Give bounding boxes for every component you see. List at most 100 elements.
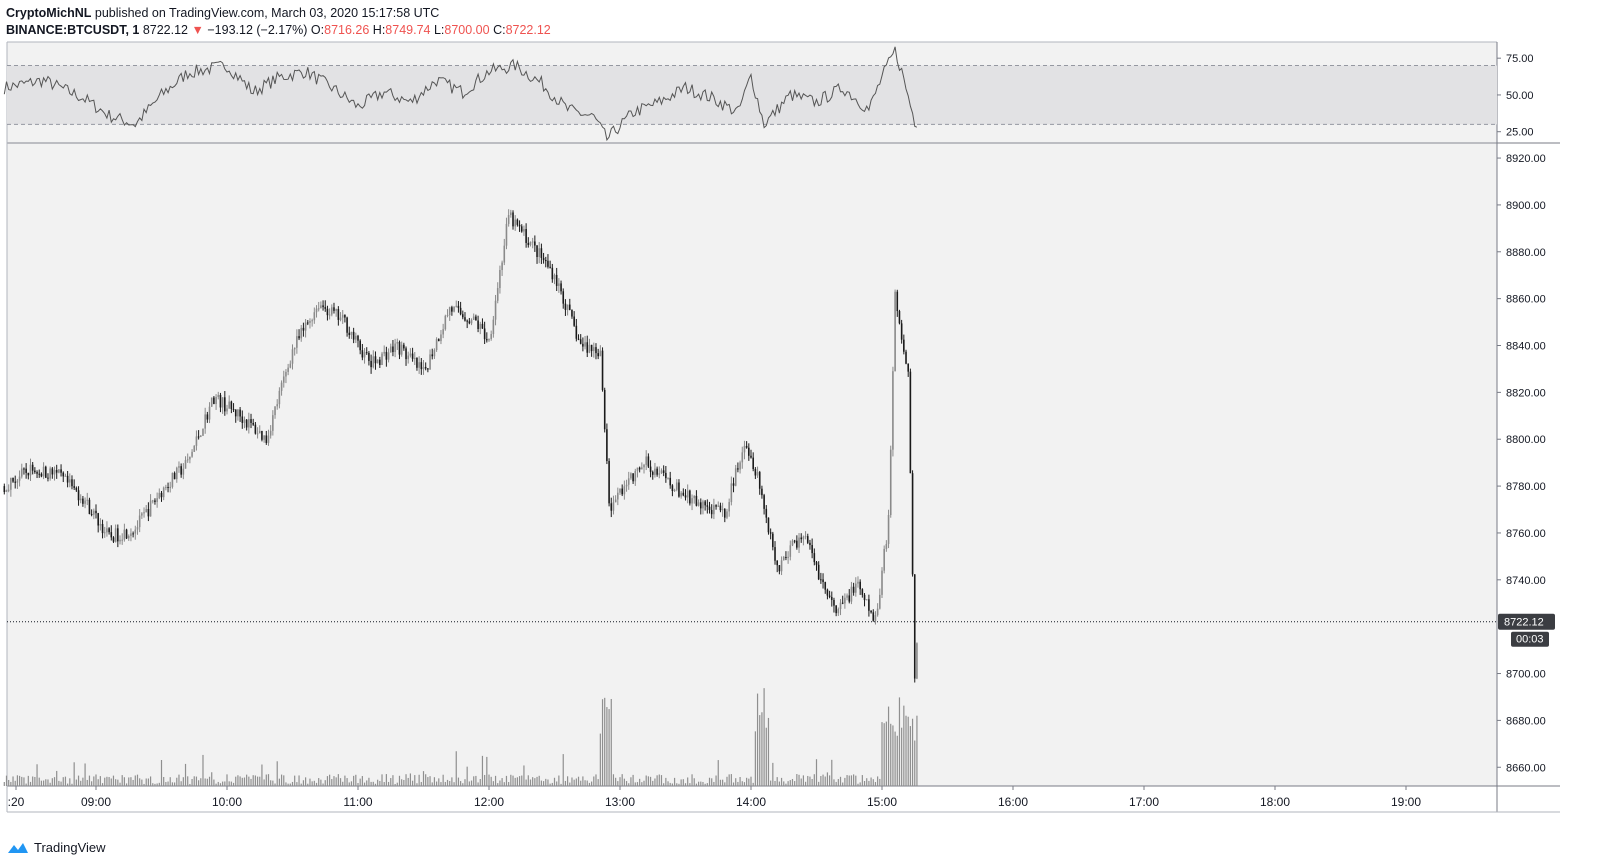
volume-bar <box>300 783 302 786</box>
tradingview-logo[interactable]: TradingView <box>6 840 106 855</box>
low-value: 8700.00 <box>444 23 490 37</box>
rsi-band <box>7 65 1497 125</box>
volume-bar <box>248 776 250 786</box>
volume-bar <box>549 783 551 786</box>
volume-bar <box>431 782 433 786</box>
price-tick-label: 8800.00 <box>1506 434 1546 446</box>
volume-bar <box>193 776 195 786</box>
candle-body <box>272 415 274 431</box>
volume-bar <box>261 764 263 786</box>
volume-bar <box>763 688 765 786</box>
volume-bar <box>254 775 256 786</box>
volume-bar <box>331 779 333 786</box>
volume-bar <box>521 775 523 786</box>
candle-body <box>302 327 305 331</box>
volume-bar <box>128 777 130 786</box>
candle-body <box>245 419 248 428</box>
candle-body <box>767 517 770 533</box>
candle-body <box>623 486 626 495</box>
candle-body <box>553 274 556 280</box>
candle-body <box>558 283 560 286</box>
candle-body <box>326 308 329 316</box>
volume-bar <box>117 779 119 786</box>
volume-bar <box>645 775 647 786</box>
volume-bar <box>84 763 86 786</box>
volume-bar <box>857 783 859 786</box>
volume-bar <box>34 776 36 786</box>
candle-body <box>835 605 837 614</box>
volume-bar <box>232 782 235 786</box>
candle-body <box>916 643 918 679</box>
candle-body <box>667 477 669 479</box>
volume-bar <box>123 777 125 786</box>
candle-body <box>280 382 283 391</box>
time-tick-label: 19:00 <box>1391 795 1421 809</box>
volume-bar <box>818 781 820 786</box>
publisher-name[interactable]: CryptoMichNL <box>6 6 92 20</box>
candle-body <box>608 461 610 504</box>
open-value: 8716.26 <box>324 23 370 37</box>
candle-body <box>291 349 294 364</box>
candle-body <box>547 260 549 267</box>
volume-bar <box>121 775 123 786</box>
candle-body <box>752 457 754 470</box>
volume-bar <box>53 777 56 786</box>
volume-bar <box>791 778 794 786</box>
volume-bar <box>184 763 187 786</box>
candle-body <box>641 467 643 470</box>
volume-bar <box>401 779 403 786</box>
candle-body <box>123 529 126 540</box>
candle-body <box>51 468 54 475</box>
candle-body <box>77 490 80 501</box>
candle-body <box>730 483 733 503</box>
candle-body <box>562 291 565 304</box>
candle-body <box>145 508 148 513</box>
volume-bar <box>252 775 254 786</box>
countdown-tag <box>1511 631 1549 647</box>
volume-bar <box>154 783 156 786</box>
candle-body <box>743 445 746 453</box>
candle-body <box>492 319 495 335</box>
candle-body <box>237 409 239 417</box>
volume-bar <box>86 779 88 786</box>
volume-bar <box>348 782 350 786</box>
volume-bar <box>732 782 735 786</box>
candle-body <box>134 529 137 534</box>
volume-bar <box>901 727 903 786</box>
volume-bar <box>368 777 370 786</box>
candle-body <box>673 489 676 491</box>
candle-body <box>276 404 279 407</box>
candle-body <box>108 528 110 533</box>
candle-body <box>593 347 595 352</box>
candle-body <box>601 350 604 390</box>
volume-bar <box>516 777 518 786</box>
symbol-label[interactable]: BINANCE:BTCUSDT, 1 <box>6 23 140 37</box>
candle-body <box>34 470 36 473</box>
volume-bar <box>318 778 320 786</box>
candle-body <box>566 304 569 310</box>
volume-bar <box>224 781 226 786</box>
volume-bar <box>302 780 305 786</box>
candle-body <box>31 464 34 471</box>
volume-bar <box>115 779 117 786</box>
candle-body <box>132 533 134 535</box>
candle-body <box>523 229 525 232</box>
candle-body <box>614 499 617 503</box>
volume-bar <box>104 777 106 786</box>
volume-bar <box>547 779 549 786</box>
volume-bar <box>283 775 285 786</box>
candle-body <box>53 469 56 475</box>
candle-body <box>435 339 438 351</box>
volume-bar <box>802 775 804 786</box>
volume-bar <box>829 775 831 786</box>
price-tick-label: 8700.00 <box>1506 669 1546 681</box>
volume-bar <box>866 778 868 786</box>
volume-bar <box>315 782 318 786</box>
candle-body <box>466 320 468 322</box>
volume-bar <box>536 776 538 786</box>
candle-body <box>213 397 215 404</box>
candle-body <box>806 536 809 543</box>
candle-body <box>649 466 652 472</box>
volume-bar <box>599 733 601 786</box>
